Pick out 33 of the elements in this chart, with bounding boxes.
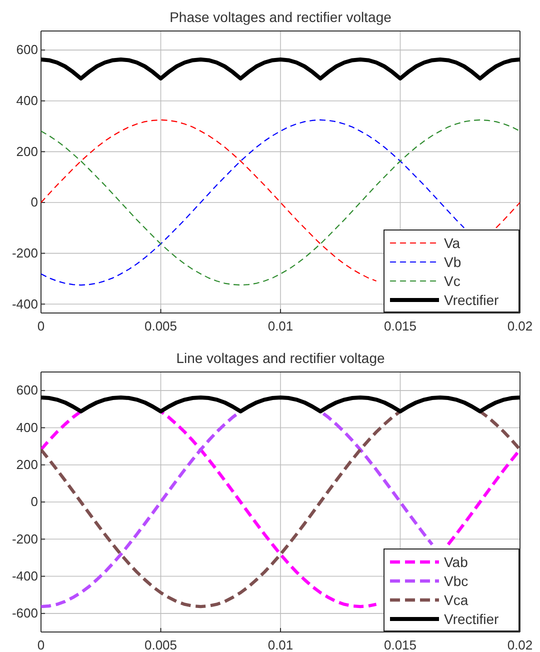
- legend-label: Vab: [444, 554, 468, 570]
- y-tick-label: -600: [12, 606, 38, 621]
- y-tick-label: 400: [16, 93, 38, 108]
- y-tick-label: 200: [16, 457, 38, 472]
- x-tick-label: 0.01: [268, 637, 294, 652]
- y-tick-label: -400: [12, 296, 38, 312]
- y-tick-label: 600: [16, 42, 38, 58]
- legend-label: Vrectifier: [444, 292, 500, 308]
- legend-label: Vb: [444, 254, 462, 270]
- line-series: [41, 395, 520, 414]
- y-tick-label: 0: [30, 494, 38, 510]
- legend-label: Vca: [444, 592, 468, 608]
- x-tick-label: 0.02: [507, 318, 533, 334]
- y-tick-label: 0: [30, 194, 38, 210]
- legend-label: Vc: [444, 273, 460, 289]
- x-tick-label: 0.005: [144, 318, 178, 334]
- chart-title: Phase voltages and rectifier voltage: [170, 9, 392, 25]
- y-tick-label: -400: [12, 568, 38, 584]
- x-tick-label: 0.02: [507, 637, 533, 652]
- y-tick-label: 400: [16, 420, 38, 435]
- y-tick-label: 200: [16, 144, 38, 159]
- legend-label: Va: [444, 235, 460, 251]
- chart-title: Line voltages and rectifier voltage: [176, 350, 385, 366]
- y-tick-label: -200: [12, 531, 38, 546]
- x-tick-label: 0.015: [384, 318, 417, 334]
- legend-label: Vrectifier: [444, 611, 500, 627]
- y-tick-label: -200: [12, 245, 38, 260]
- x-tick-label: 0.01: [268, 318, 294, 334]
- x-tick-label: 0.005: [144, 637, 178, 652]
- legend-label: Vbc: [444, 573, 468, 589]
- y-tick-label: 600: [16, 382, 38, 398]
- line-series: [41, 57, 520, 81]
- x-tick-label: 0.015: [384, 637, 417, 652]
